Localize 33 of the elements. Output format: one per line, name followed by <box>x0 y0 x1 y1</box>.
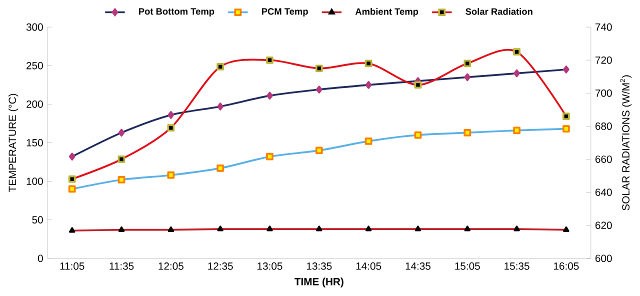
y-tick-label: 300 <box>26 24 43 31</box>
x-tick-label: 15:05 <box>455 262 480 270</box>
y-tick-label: 200 <box>26 100 43 108</box>
y2-tick-label: 600 <box>595 254 612 262</box>
y-tick-label: 0 <box>38 254 43 262</box>
x-tick-label: 13:05 <box>258 262 282 270</box>
legend-label: Ambient Temp <box>355 8 418 17</box>
y2-axis-title: SOLAR RADIATIONS (W/M$^{2}$) <box>620 75 632 210</box>
y-tick-label: 150 <box>26 139 43 146</box>
x-tick-label: 11:35 <box>110 262 134 270</box>
legend-label: Solar Radiation <box>466 8 532 15</box>
x-tick-label: 12:35 <box>208 262 233 270</box>
x-tick-label: 13:35 <box>306 262 332 270</box>
x-tick-label: 11:05 <box>60 262 84 270</box>
y2-tick-label: 620 <box>595 222 612 230</box>
legend-label: Pot Bottom Temp <box>139 8 214 17</box>
y2-tick-label: 720 <box>595 56 612 64</box>
x-tick-label: 12:05 <box>158 262 184 270</box>
x-tick-label: 14:05 <box>356 262 382 270</box>
x-axis-title: TIME (HR) <box>294 278 344 288</box>
y2-tick-label: 700 <box>595 90 612 97</box>
y2-tick-label: 640 <box>595 188 612 196</box>
y-tick-label: 50 <box>32 216 43 224</box>
y-axis-title: TEMPERATURE (°C) <box>8 94 18 192</box>
x-tick-label: 15:35 <box>504 262 530 270</box>
y2-tick-label: 680 <box>595 122 612 130</box>
y-tick-label: 250 <box>26 62 43 70</box>
legend-label: PCM Temp <box>262 8 308 17</box>
y2-tick-label: 740 <box>595 24 612 31</box>
x-tick-label: 16:05 <box>554 262 579 270</box>
x-tick-label: 14:35 <box>406 262 430 270</box>
y2-tick-label: 660 <box>595 156 612 164</box>
y-tick-label: 100 <box>26 178 43 186</box>
